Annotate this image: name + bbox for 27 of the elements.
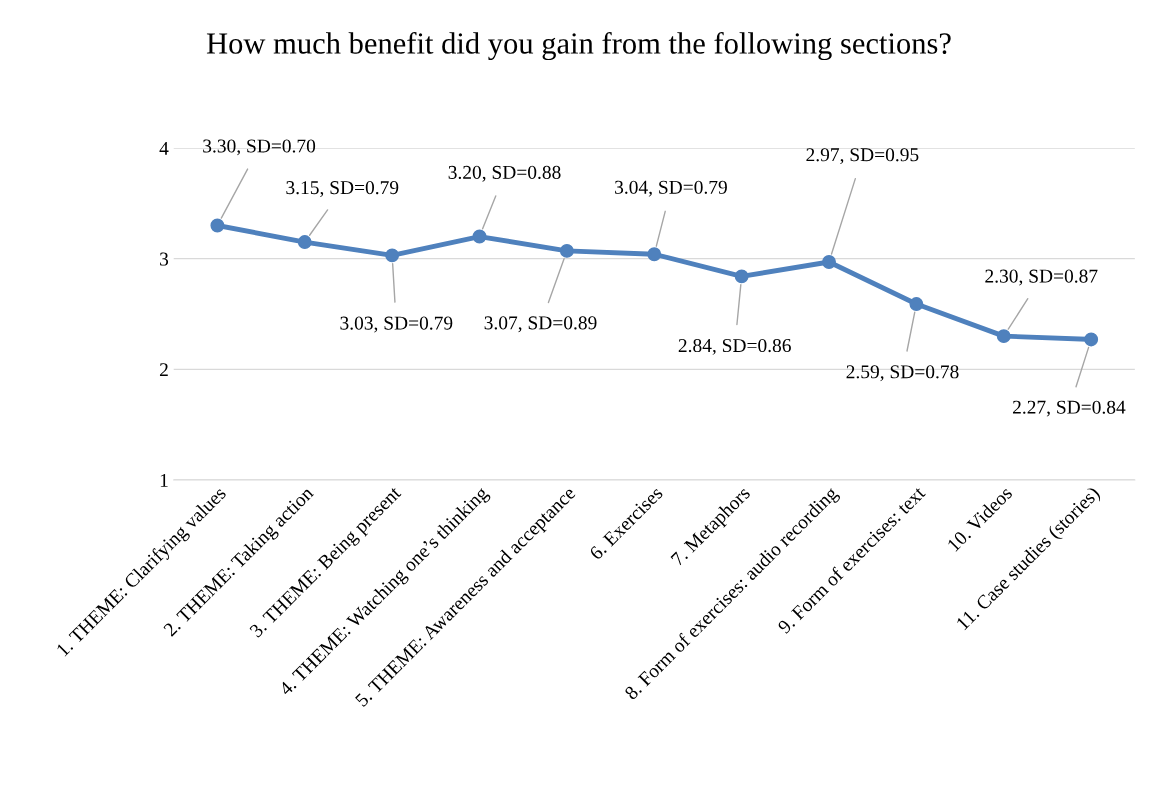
chart-title: How much benefit did you gain from the following sections? <box>206 32 951 61</box>
point <box>385 248 400 263</box>
data-label: 2.59, SD=0.78 <box>846 365 959 382</box>
point <box>647 247 662 262</box>
y-tick-label: 2 <box>159 363 168 377</box>
data-label: 2.30, SD=0.87 <box>985 269 1098 286</box>
data-label: 3.07, SD=0.89 <box>484 316 597 333</box>
data-label: 2.84, SD=0.86 <box>678 338 791 355</box>
point <box>297 235 312 250</box>
data-label: 3.20, SD=0.88 <box>448 165 561 182</box>
point <box>822 255 836 269</box>
data-label: 3.30, SD=0.70 <box>203 139 316 156</box>
point <box>1084 332 1099 347</box>
data-label: 3.03, SD=0.79 <box>340 316 453 333</box>
point <box>734 269 749 284</box>
point <box>909 297 924 311</box>
point <box>210 218 225 233</box>
y-tick-label: 1 <box>160 473 168 487</box>
point <box>472 229 487 244</box>
data-label: 2.97, SD=0.95 <box>806 148 919 165</box>
data-label: 2.27, SD=0.84 <box>1012 400 1126 417</box>
y-tick-label: 4 <box>159 141 169 155</box>
data-label: 3.04, SD=0.79 <box>615 180 727 197</box>
point <box>996 329 1011 344</box>
y-tick-label: 3 <box>160 252 169 266</box>
data-label: 3.15, SD=0.79 <box>286 181 399 197</box>
point <box>559 243 574 258</box>
